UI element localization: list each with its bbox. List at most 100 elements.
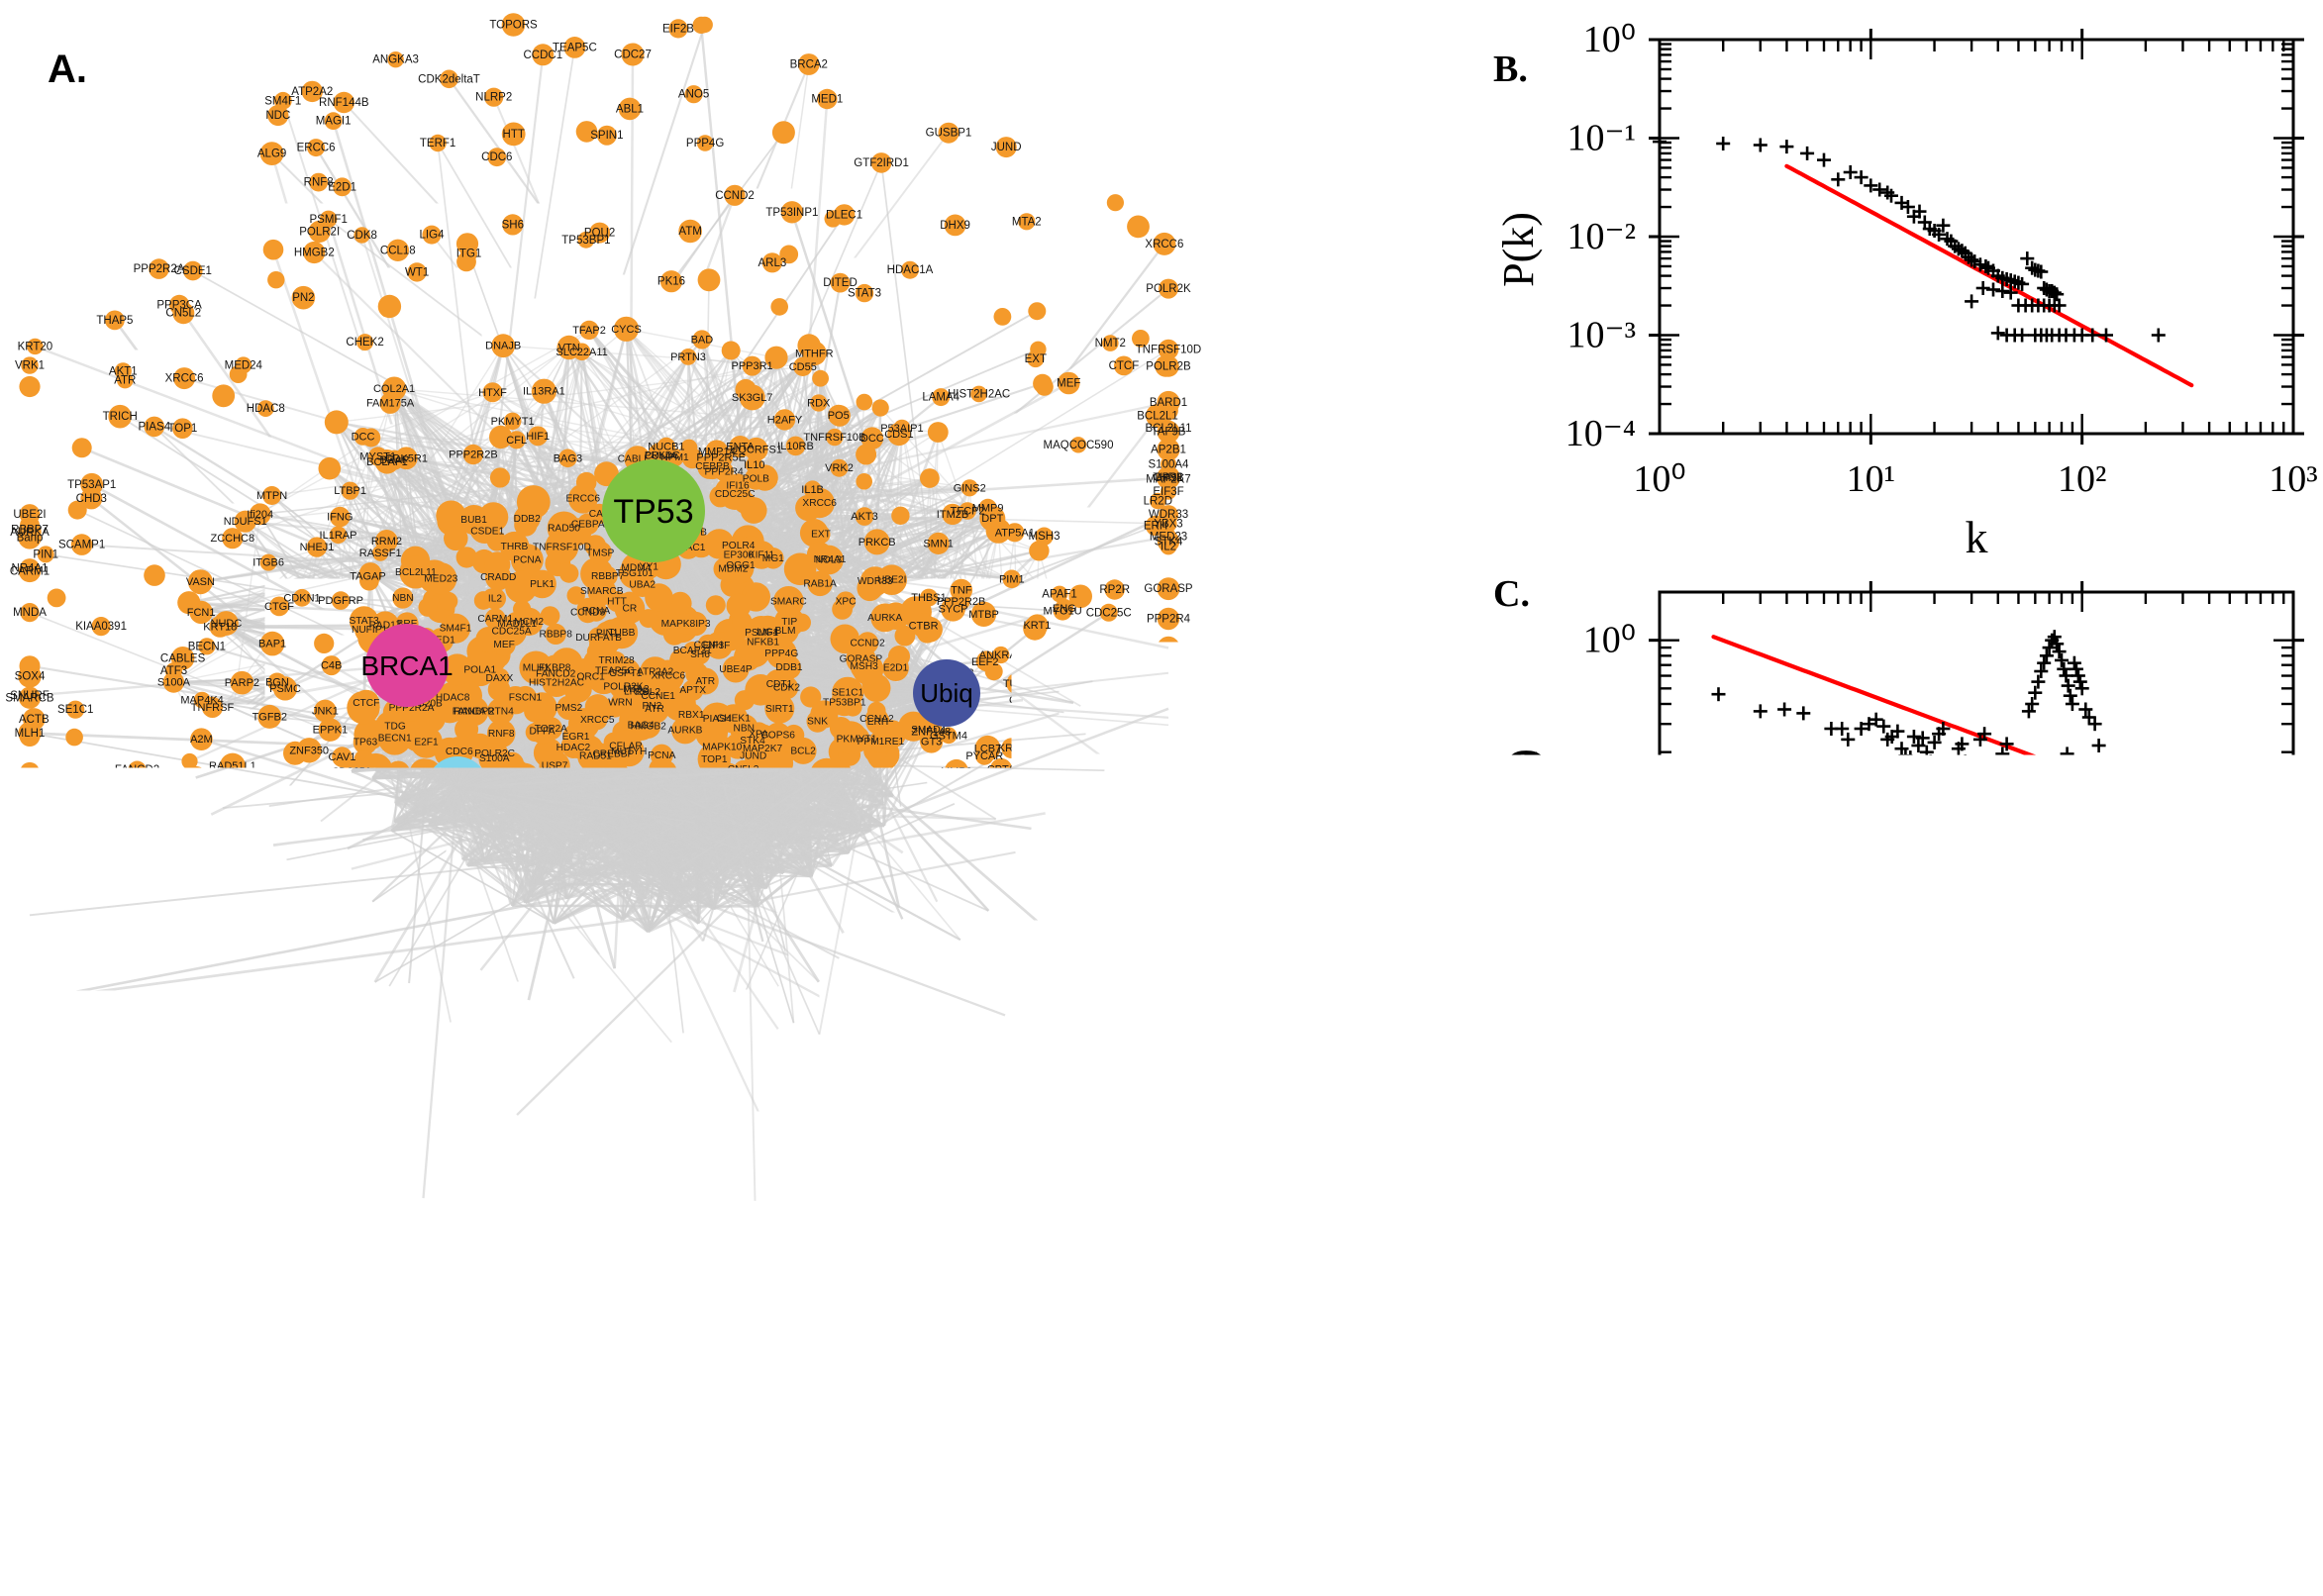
- network-node[interactable]: [1028, 302, 1046, 320]
- network-node-label: EGR1: [740, 1195, 770, 1207]
- network-node[interactable]: [220, 939, 237, 955]
- network-node[interactable]: [676, 994, 692, 1010]
- y-tick-label: 10⁻²: [1567, 989, 1636, 1031]
- network-node[interactable]: [875, 817, 893, 835]
- network-node[interactable]: [994, 308, 1012, 326]
- network-node[interactable]: [1079, 896, 1100, 917]
- network-node[interactable]: [657, 1359, 681, 1383]
- network-node[interactable]: [896, 1306, 917, 1327]
- network-node[interactable]: [767, 975, 790, 998]
- network-node[interactable]: [1158, 795, 1179, 817]
- network-node[interactable]: [1037, 907, 1060, 930]
- network-node[interactable]: [720, 1212, 743, 1235]
- network-node[interactable]: [19, 376, 40, 397]
- network-node[interactable]: [639, 609, 657, 628]
- network-node[interactable]: [810, 1076, 827, 1093]
- network-node[interactable]: [48, 589, 66, 608]
- panel-d-plot[interactable]: 10²10¹10⁰ 10¹ 10² 10³C (k )knnn10⁻²: [1475, 950, 2323, 1584]
- network-node[interactable]: [163, 1047, 184, 1068]
- network-node-label: GMNN: [294, 1061, 329, 1073]
- network-node[interactable]: [20, 843, 39, 861]
- network-node[interactable]: [958, 815, 981, 839]
- network-node[interactable]: [613, 910, 633, 930]
- network-node[interactable]: [319, 457, 342, 480]
- network-node[interactable]: [267, 271, 284, 288]
- network-node[interactable]: [139, 859, 160, 881]
- panel-c-plot[interactable]: 10⁰10⁻¹C(k )n: [1475, 564, 2323, 980]
- network-node[interactable]: [378, 295, 401, 318]
- network-node[interactable]: [72, 438, 92, 457]
- network-node[interactable]: [838, 1236, 857, 1254]
- network-node[interactable]: [847, 883, 868, 905]
- network-node[interactable]: [212, 384, 235, 407]
- network-node[interactable]: [822, 855, 842, 875]
- network-node[interactable]: [856, 473, 872, 490]
- network-node[interactable]: [440, 592, 458, 611]
- network-node[interactable]: [872, 399, 889, 416]
- network-node-label: TOPORS: [773, 812, 816, 823]
- network-node-label: TERF1: [789, 795, 822, 806]
- network-node[interactable]: [655, 760, 676, 782]
- network-node-label: CSF1: [1009, 695, 1037, 707]
- network-node[interactable]: [706, 595, 726, 615]
- network-node-label: NUP: [980, 785, 1003, 797]
- network-node[interactable]: [490, 467, 510, 487]
- network-node[interactable]: [576, 472, 597, 493]
- network-node[interactable]: [366, 1200, 382, 1216]
- network-node[interactable]: [541, 853, 563, 876]
- network-node[interactable]: [770, 298, 788, 316]
- network-graph[interactable]: MAGI1SOX4DHX9CDC14BTHAP5KIAA0391ARL3Banp…: [0, 0, 1465, 1596]
- network-node[interactable]: [1036, 378, 1054, 396]
- network-node[interactable]: [920, 468, 940, 488]
- network-node[interactable]: [343, 860, 359, 877]
- network-node[interactable]: [1107, 194, 1124, 211]
- network-node[interactable]: [799, 864, 824, 889]
- network-node[interactable]: [65, 729, 83, 747]
- panel-b-plot[interactable]: 10⁰10⁻¹10⁻²10⁻³10⁻⁴10⁰ 10¹ 10² 10³P(k)k: [1475, 20, 2323, 559]
- network-node[interactable]: [1023, 714, 1044, 735]
- network-node[interactable]: [806, 969, 832, 995]
- network-node-label: NBN: [392, 593, 414, 604]
- network-node[interactable]: [565, 993, 591, 1019]
- network-node[interactable]: [857, 1282, 877, 1303]
- network-node[interactable]: [741, 497, 767, 524]
- network-node-label: CRADD: [480, 572, 516, 583]
- network-node[interactable]: [727, 594, 752, 619]
- network-node[interactable]: [1094, 760, 1114, 780]
- network-node[interactable]: [722, 342, 741, 360]
- network-node[interactable]: [263, 240, 284, 260]
- network-node[interactable]: [419, 598, 438, 617]
- network-node[interactable]: [646, 1180, 667, 1202]
- network-node[interactable]: [857, 394, 873, 411]
- network-node[interactable]: [181, 753, 197, 769]
- network-node[interactable]: [1127, 216, 1150, 239]
- network-node[interactable]: [144, 564, 165, 586]
- network-node[interactable]: [914, 949, 935, 970]
- network-node-label: TP63: [993, 1249, 1021, 1261]
- network-node-label: ETV4: [574, 1178, 603, 1190]
- network-node[interactable]: [325, 410, 349, 434]
- network-node[interactable]: [698, 268, 721, 291]
- network-node-label: ALG9: [257, 149, 286, 160]
- network-node[interactable]: [772, 121, 795, 144]
- network-node[interactable]: [309, 809, 333, 833]
- network-node[interactable]: [455, 853, 479, 877]
- network-node[interactable]: [558, 889, 576, 907]
- network-node[interactable]: [362, 891, 383, 912]
- network-node-label: UBE2I: [877, 575, 906, 586]
- network-node-label: VHL: [503, 774, 523, 785]
- network-node[interactable]: [891, 507, 909, 525]
- network-node[interactable]: [314, 634, 334, 653]
- network-node[interactable]: [697, 17, 713, 33]
- network-node[interactable]: [949, 929, 971, 951]
- network-node[interactable]: [22, 990, 42, 1010]
- network-node[interactable]: [922, 842, 944, 863]
- plot-d: 10²10¹10⁰ 10¹ 10² 10³C (k )k: [1498, 997, 2318, 1554]
- network-node[interactable]: [562, 1144, 580, 1161]
- network-node[interactable]: [220, 1178, 244, 1202]
- network-node[interactable]: [646, 1215, 667, 1237]
- network-node-label: PRTN3: [670, 351, 706, 363]
- network-node[interactable]: [928, 422, 949, 443]
- network-node[interactable]: [444, 527, 468, 551]
- network-node-label: MSH6: [637, 922, 665, 933]
